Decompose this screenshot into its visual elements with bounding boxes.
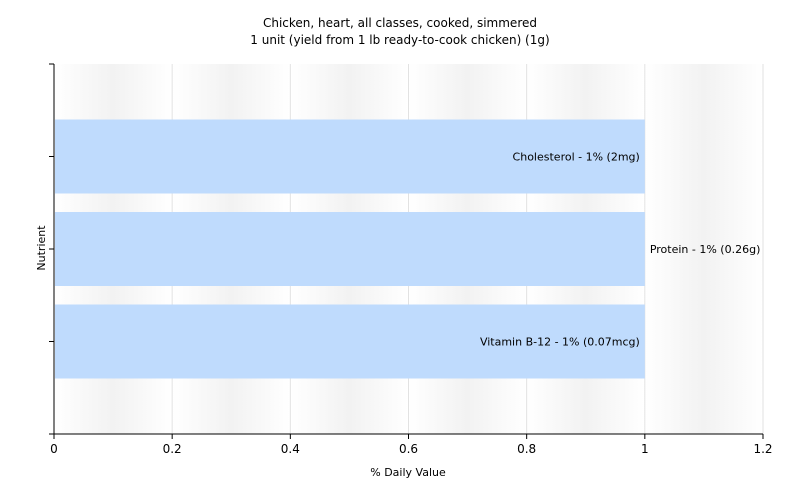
bars [55, 119, 645, 379]
bar-cholesterol [55, 119, 645, 194]
x-tick-label: 0.8 [517, 442, 536, 456]
x-axis-label: % Daily Value [370, 466, 446, 479]
x-tick-label: 0.2 [163, 442, 182, 456]
bar-value-label: Cholesterol - 1% (2mg) [513, 151, 640, 164]
plot-band [644, 64, 763, 434]
x-tick-label: 0.4 [281, 442, 300, 456]
bar-protein [55, 212, 645, 286]
x-ticks: 0 0.2 0.4 0.6 0.8 1 1.2 [50, 434, 773, 456]
bar-value-label: Vitamin B-12 - 1% (0.07mcg) [480, 336, 640, 349]
chart-title: Chicken, heart, all classes, cooked, sim… [263, 16, 537, 30]
x-tick-label: 1.2 [753, 442, 772, 456]
chart-subtitle: 1 unit (yield from 1 lb ready-to-cook ch… [250, 33, 549, 47]
y-axis-label: Nutrient [35, 225, 48, 271]
bar-value-label: Protein - 1% (0.26g) [650, 243, 761, 256]
x-tick-label: 0.6 [399, 442, 418, 456]
bar-labels: Cholesterol - 1% (2mg) Protein - 1% (0.26… [480, 151, 760, 349]
x-tick-label: 1 [641, 442, 649, 456]
bar-vitamin-b-12 [55, 304, 645, 379]
y-ticks [49, 63, 54, 435]
x-tick-label: 0 [50, 442, 58, 456]
